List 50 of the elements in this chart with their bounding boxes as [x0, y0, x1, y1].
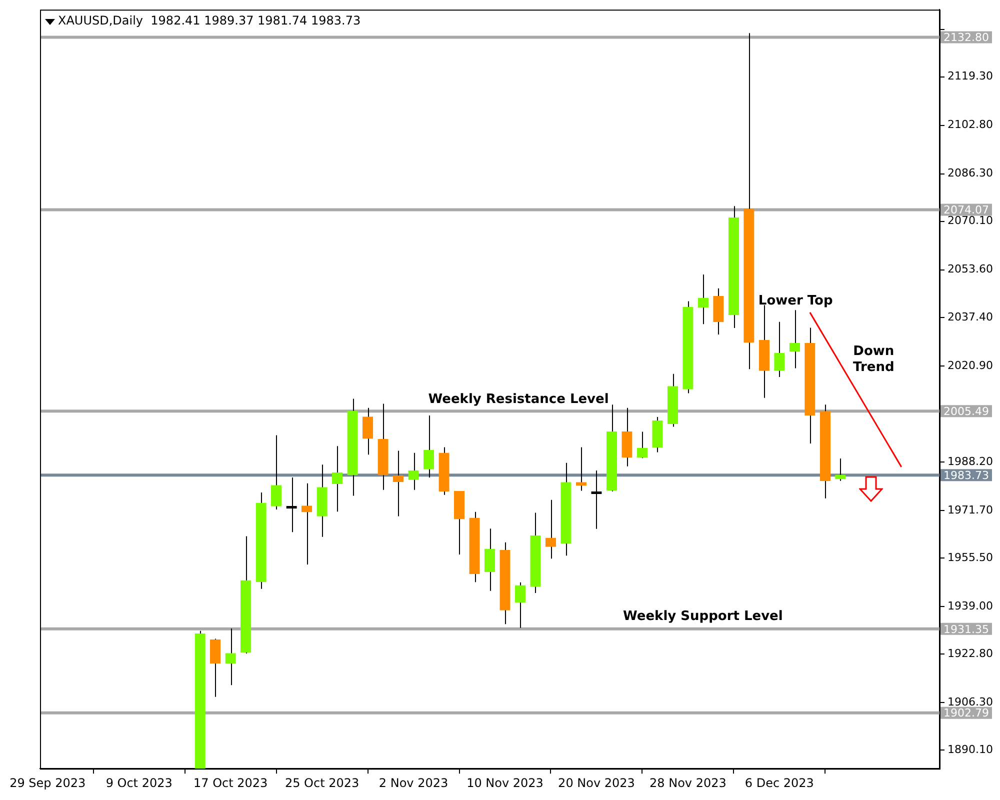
x-tick-label: 9 Oct 2023 [106, 776, 172, 790]
candlestick [698, 274, 709, 325]
y-tick-label: 1939.00 [948, 599, 994, 612]
ref-line-label: 1983.73 [944, 468, 990, 482]
candlestick [789, 310, 800, 369]
annotation: Lower Top [758, 293, 833, 308]
y-tick-label: 1890.10 [948, 742, 994, 756]
candlestick [362, 407, 374, 456]
y-tick-label: 2070.10 [948, 214, 994, 228]
chart-title: XAUUSD,Daily 1982.41 1989.37 1981.74 1983.73 [58, 14, 361, 28]
x-tick-label: 17 Oct 2023 [193, 776, 268, 790]
y-tick-label: 1988.20 [948, 454, 994, 468]
ref-line-label: 2074.07 [944, 204, 990, 217]
y-tick-label: 1906.30 [948, 695, 994, 708]
candlestick [835, 458, 846, 482]
candlestick [545, 499, 556, 560]
y-tick-label: 1955.50 [948, 550, 994, 564]
candlestick [301, 482, 312, 565]
candlestick [484, 528, 496, 592]
annotation: Weekly Resistance Level [428, 392, 609, 408]
y-tick-label: 1922.80 [948, 646, 994, 660]
candlestick [408, 452, 419, 490]
candlestick [270, 434, 282, 510]
y-tick-label: 2037.40 [948, 310, 994, 324]
candlestick [332, 446, 343, 512]
ref-line-label: 1931.35 [944, 622, 990, 636]
candlestick [210, 638, 221, 698]
ref-line-label: 2005.49 [944, 405, 990, 418]
x-tick-label: 20 Nov 2023 [558, 776, 635, 790]
y-tick-label: 2119.30 [948, 70, 994, 83]
y-tick-label: 2020.90 [948, 358, 994, 372]
x-tick-label: 25 Oct 2023 [284, 776, 360, 790]
candlestick [392, 450, 404, 517]
x-tick-label: 2 Nov 2023 [378, 776, 448, 790]
x-tick-label: 10 Nov 2023 [466, 776, 544, 790]
y-tick-label: 2086.30 [948, 166, 994, 180]
ref-line-label: 2132.80 [944, 31, 990, 44]
candlestick [774, 321, 785, 378]
ref-line-label: 1902.79 [944, 706, 990, 720]
annotation: Weekly Support Level [623, 609, 783, 624]
series-label: Down Trend [853, 344, 894, 376]
x-tick-label: 6 Dec 2023 [744, 776, 814, 790]
x-tick-label: 28 Nov 2023 [650, 776, 726, 790]
x-tick-label: 29 Sep 2023 [10, 776, 86, 790]
candlestick [423, 415, 434, 478]
y-tick-label: 1971.70 [948, 503, 994, 516]
y-tick-label: 2053.60 [948, 262, 994, 276]
candlestick [225, 628, 236, 686]
candlestick [576, 446, 587, 492]
y-tick-label: 2102.80 [948, 118, 994, 132]
